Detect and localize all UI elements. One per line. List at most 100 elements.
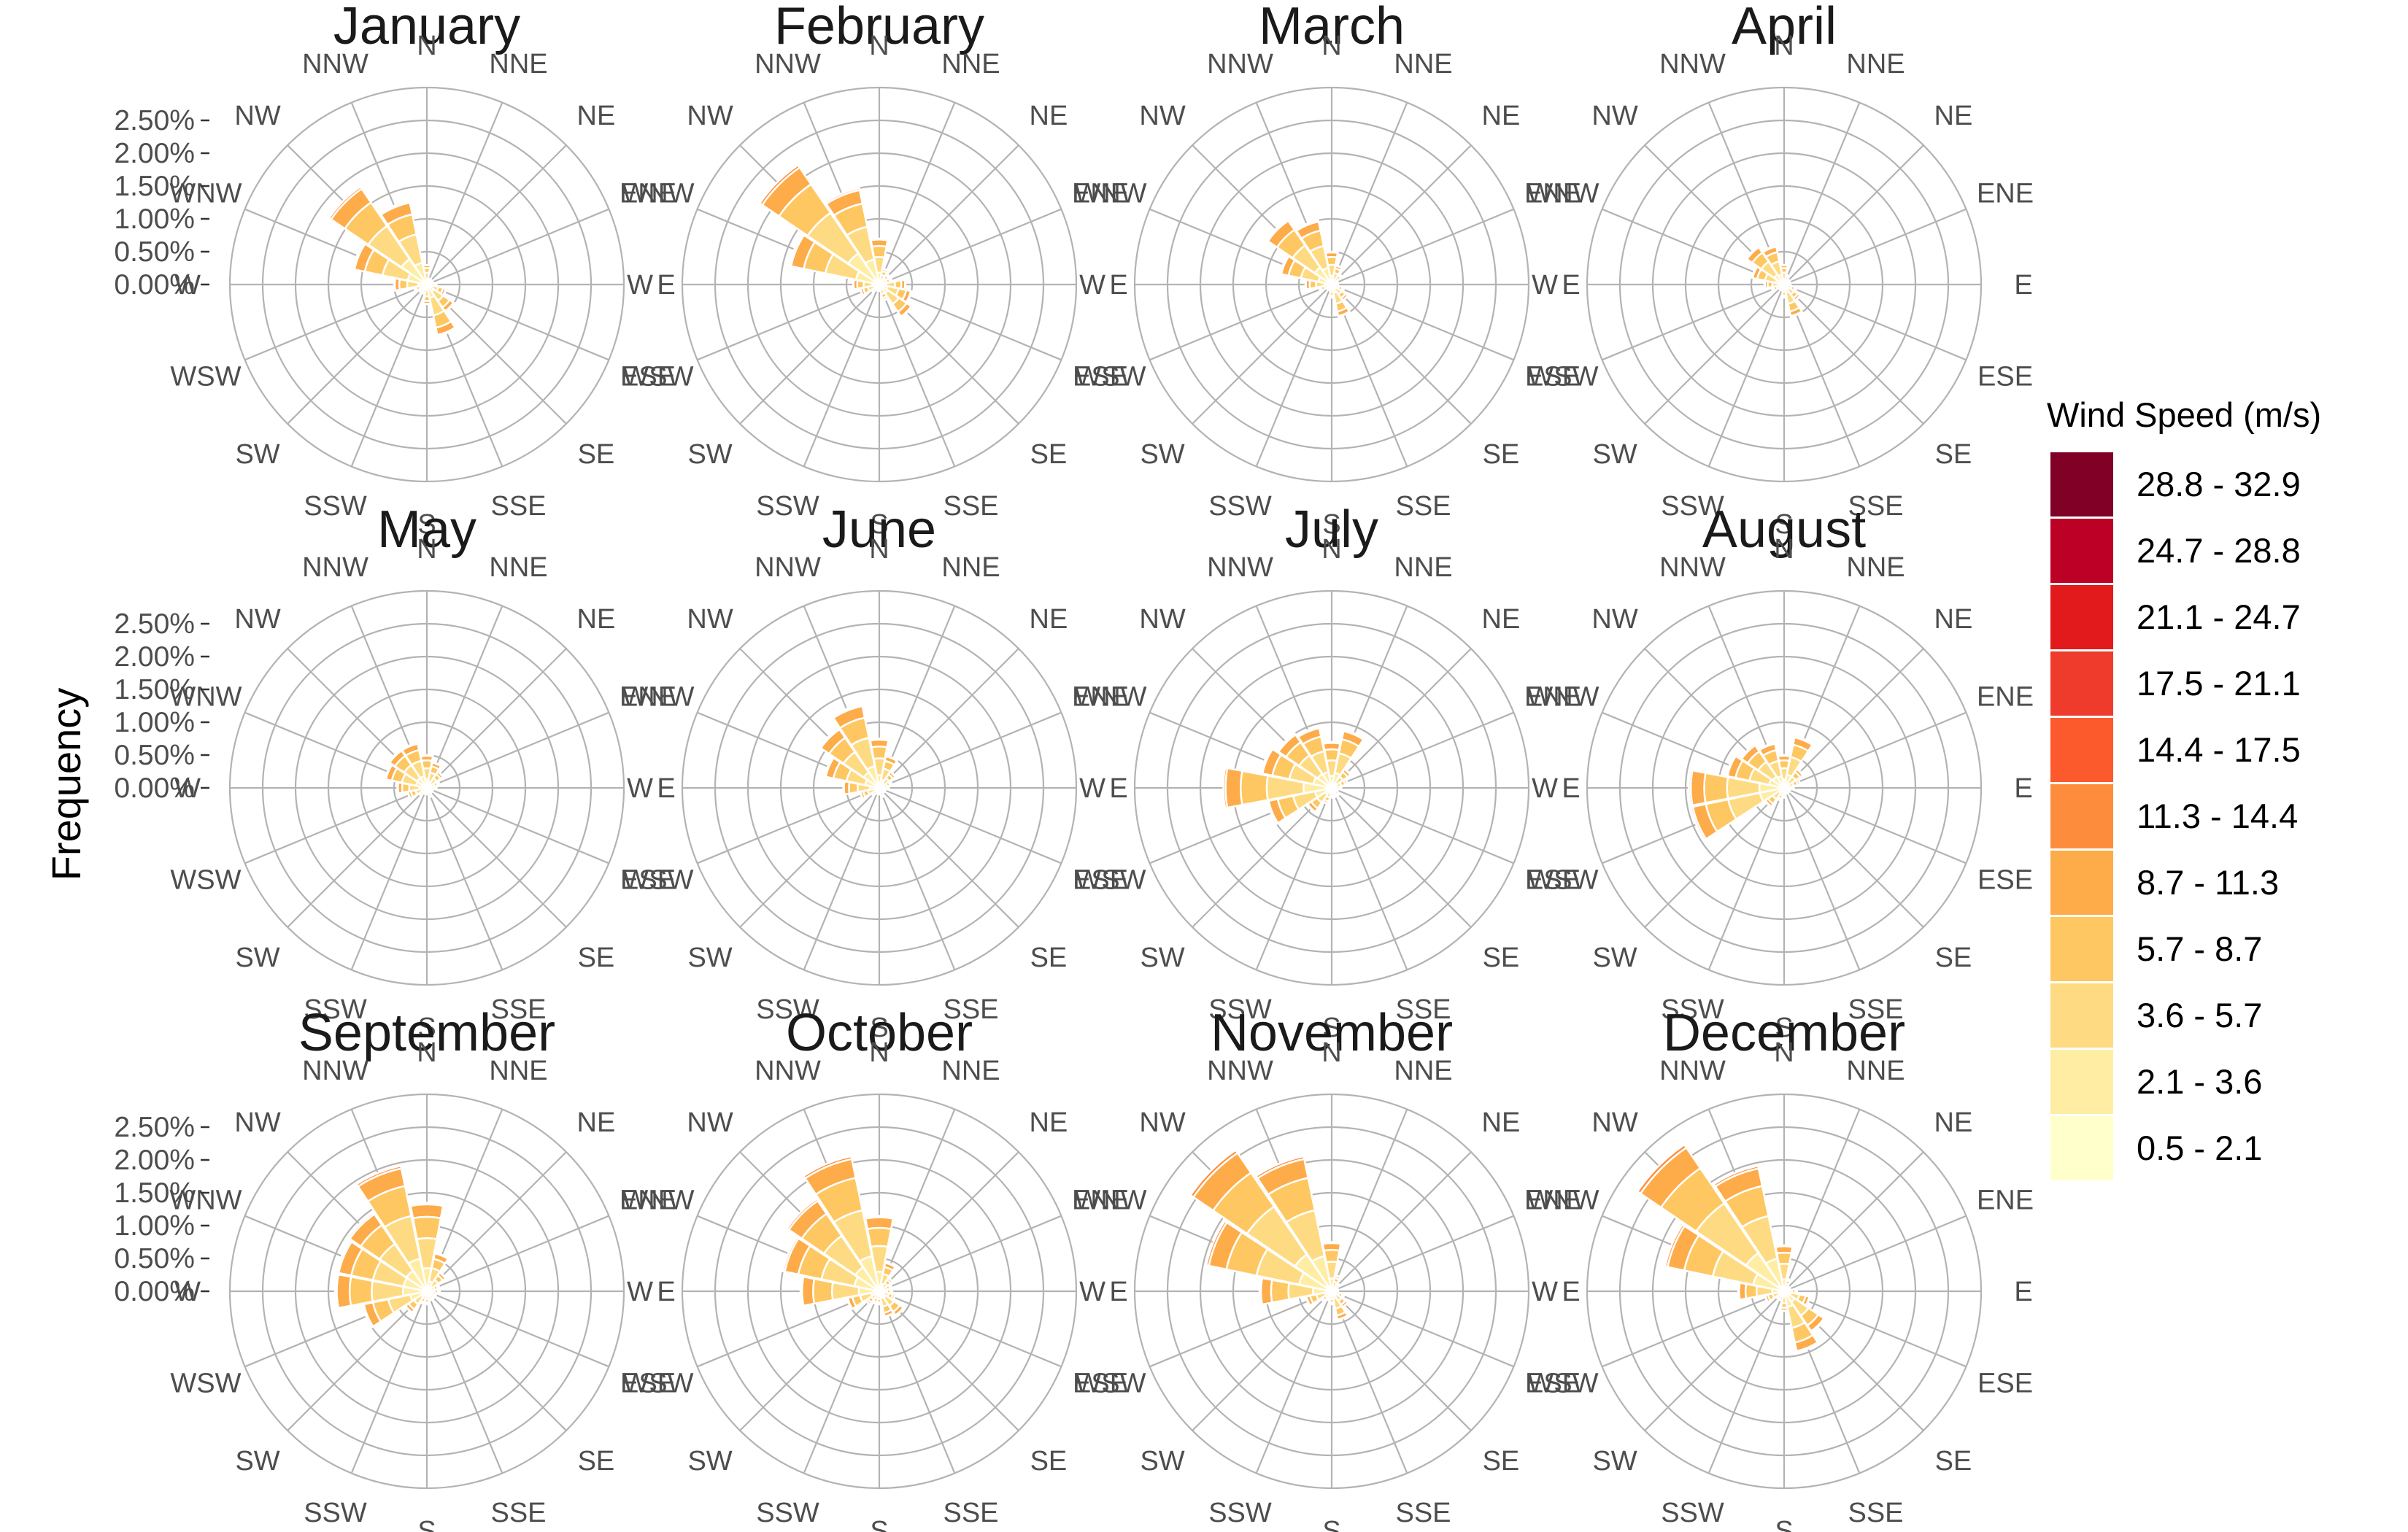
direction-label: SSE bbox=[490, 1498, 546, 1528]
wedge-ne bbox=[1343, 767, 1352, 777]
grid-spoke bbox=[879, 1290, 1062, 1368]
legend-label: 14.4 - 17.5 bbox=[2137, 730, 2301, 769]
wedge-sse bbox=[883, 1311, 895, 1318]
wedge-nnw bbox=[1296, 725, 1321, 738]
direction-label: ENE bbox=[1072, 178, 1129, 209]
grid-spoke bbox=[1783, 1290, 1967, 1368]
wedge-n bbox=[869, 237, 890, 241]
grid-spoke bbox=[1783, 787, 1861, 970]
direction-label: N bbox=[1774, 534, 1794, 565]
grid-spoke bbox=[426, 283, 609, 361]
grid-spoke bbox=[244, 786, 428, 864]
direction-label: NNW bbox=[1207, 552, 1273, 583]
grid-spoke bbox=[879, 1215, 1062, 1293]
wedge-w bbox=[1744, 1283, 1759, 1300]
direction-label: E bbox=[2014, 773, 2032, 804]
direction-label: N bbox=[869, 1037, 889, 1068]
grid-spoke bbox=[1255, 1291, 1333, 1474]
direction-label: S bbox=[870, 1013, 888, 1043]
grid-spoke bbox=[1331, 711, 1514, 789]
direction-label: SSE bbox=[943, 994, 998, 1025]
wedge-n bbox=[409, 1203, 444, 1220]
grid-spoke bbox=[1331, 1291, 1472, 1431]
grid-spoke bbox=[1783, 283, 1967, 361]
direction-label: SE bbox=[578, 1446, 615, 1477]
grid-spoke bbox=[1783, 648, 1924, 789]
grid-spoke bbox=[426, 648, 567, 789]
direction-label: S bbox=[870, 1516, 888, 1532]
grid-spoke bbox=[879, 787, 1019, 928]
wedge-nne bbox=[1334, 1274, 1343, 1280]
panel-title: May bbox=[377, 500, 476, 559]
direction-label: N bbox=[417, 1037, 436, 1068]
grid-spoke bbox=[287, 787, 428, 928]
direction-label: SSW bbox=[756, 1498, 819, 1528]
direction-label: SE bbox=[1483, 439, 1520, 470]
legend-label: 3.6 - 5.7 bbox=[2137, 996, 2262, 1034]
direction-label: E bbox=[1562, 270, 1580, 301]
direction-label: W bbox=[627, 773, 653, 804]
direction-label: NNE bbox=[489, 552, 547, 583]
direction-label: SE bbox=[578, 439, 615, 470]
wedge-sse bbox=[1789, 310, 1804, 318]
legend-title: Wind Speed (m/s) bbox=[2047, 395, 2321, 434]
wedge-w bbox=[1270, 1279, 1291, 1304]
direction-label: SW bbox=[687, 439, 732, 470]
direction-label: NE bbox=[1482, 1107, 1521, 1138]
grid-spoke bbox=[1783, 1151, 1924, 1292]
direction-label: SSE bbox=[490, 491, 546, 522]
grid-spoke bbox=[1330, 1109, 1408, 1292]
direction-label: ESE bbox=[1525, 362, 1581, 392]
y-tick-label: 2.50% bbox=[114, 608, 195, 640]
wedge-nnw bbox=[379, 199, 412, 216]
direction-label: ENE bbox=[1072, 1185, 1129, 1215]
direction-label: W bbox=[1532, 773, 1558, 804]
wedge-n bbox=[868, 738, 890, 742]
direction-label: SSW bbox=[756, 994, 819, 1025]
grid-spoke bbox=[1331, 648, 1472, 789]
wedge-e bbox=[887, 785, 890, 791]
panels-layer: JanuaryNNNENEENEEESESESSESSSWSWWSWWWNWNW… bbox=[114, 0, 2034, 1532]
direction-label: SSE bbox=[1395, 1498, 1451, 1528]
direction-label: NNW bbox=[755, 552, 821, 583]
direction-label: E bbox=[1109, 773, 1127, 804]
wedge-nw bbox=[1636, 1143, 1688, 1195]
panel-title: February bbox=[774, 0, 984, 55]
wedge-w bbox=[1259, 1277, 1273, 1306]
grid-spoke bbox=[803, 1291, 881, 1474]
wedge-sse bbox=[1795, 1341, 1820, 1354]
direction-label: SE bbox=[1935, 1446, 1972, 1477]
wedge-w bbox=[1763, 279, 1767, 290]
grid-spoke bbox=[1783, 711, 1967, 789]
direction-label: NW bbox=[1139, 604, 1185, 635]
wedge-e bbox=[438, 1288, 441, 1295]
direction-label: ESE bbox=[1073, 362, 1128, 392]
wedge-sse bbox=[1337, 310, 1351, 318]
legend-swatch bbox=[2050, 851, 2113, 915]
wedge-nw bbox=[818, 727, 841, 750]
direction-label: W bbox=[627, 270, 653, 301]
direction-label: S bbox=[1775, 509, 1793, 540]
wedge-n bbox=[1321, 1241, 1343, 1245]
y-tick-label: 2.50% bbox=[114, 1112, 195, 1143]
direction-label: SSE bbox=[1395, 491, 1451, 522]
grid-spoke bbox=[1255, 284, 1333, 467]
wedge-wsw bbox=[1266, 800, 1279, 826]
wedge-n bbox=[409, 1202, 445, 1207]
direction-label: NNE bbox=[941, 1056, 1000, 1086]
direction-label: NE bbox=[1934, 604, 1973, 635]
direction-label: ENE bbox=[1977, 1185, 2034, 1215]
direction-label: SSE bbox=[943, 1498, 998, 1528]
direction-label: W bbox=[1079, 1277, 1105, 1307]
direction-label: S bbox=[417, 1516, 436, 1532]
grid-spoke bbox=[1783, 1109, 1861, 1292]
panel-title: April bbox=[1732, 0, 1837, 55]
direction-label: E bbox=[657, 270, 675, 301]
grid-spoke bbox=[426, 208, 609, 286]
wedge-wnw bbox=[1279, 254, 1290, 276]
wedge-w bbox=[852, 278, 855, 291]
direction-label: NNW bbox=[755, 1056, 821, 1086]
wedge-w bbox=[348, 1275, 374, 1307]
direction-label: SE bbox=[1030, 943, 1068, 973]
